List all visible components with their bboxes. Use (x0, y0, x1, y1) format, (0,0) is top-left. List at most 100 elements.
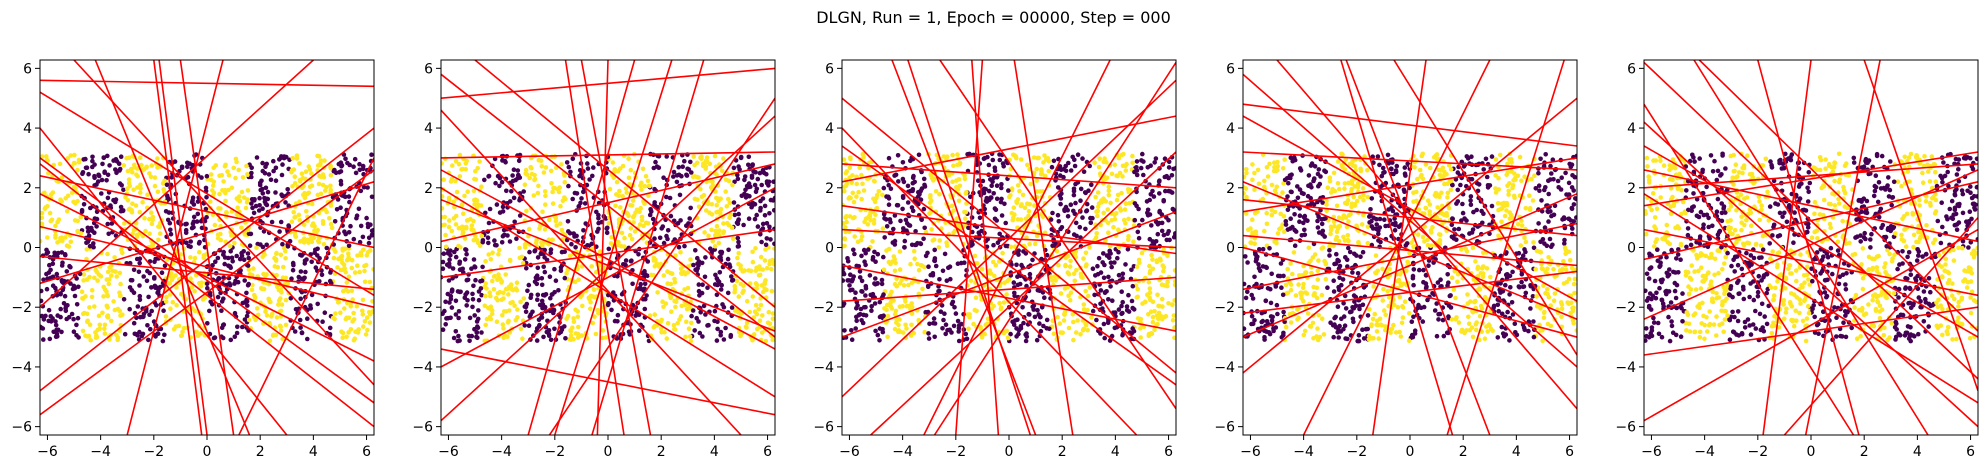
scatter-point (1068, 202, 1074, 207)
scatter-point (548, 168, 554, 174)
scatter-point (517, 213, 523, 218)
scatter-point (155, 331, 161, 337)
scatter-point (241, 257, 247, 263)
scatter-point (714, 276, 720, 281)
scatter-point (484, 286, 489, 291)
scatter-point (54, 271, 60, 277)
scatter-point (1123, 262, 1128, 267)
scatter-point (105, 305, 110, 310)
scatter-point (1065, 284, 1070, 290)
scatter-point (962, 260, 967, 266)
scatter-point (441, 177, 447, 182)
scatter-point (226, 263, 231, 269)
scatter-point (895, 153, 901, 158)
scatter-point (453, 298, 459, 304)
scatter-point (619, 230, 625, 236)
scatter-point (446, 278, 452, 283)
scatter-point (1073, 330, 1079, 335)
scatter-point (631, 220, 636, 225)
scatter-point (40, 326, 46, 331)
scatter-point (947, 327, 952, 333)
y-tick-label: −6 (412, 420, 433, 436)
scatter-point (763, 247, 768, 252)
scatter-point (64, 316, 69, 322)
scatter-point (1173, 165, 1176, 171)
scatter-point (626, 156, 631, 161)
scatter-point (44, 286, 50, 292)
scatter-point (926, 264, 931, 270)
figure-title: DLGN, Run = 1, Epoch = 00000, Step = 000 (816, 8, 1171, 27)
scatter-point (964, 336, 970, 342)
scatter-point (266, 172, 272, 177)
scatter-point (277, 323, 283, 329)
scatter-point (952, 305, 957, 310)
scatter-point (999, 185, 1004, 191)
y-tick-label: 0 (424, 241, 433, 257)
scatter-point (956, 177, 962, 182)
scatter-point (42, 190, 47, 196)
scatter-point (224, 210, 229, 215)
scatter-point (102, 331, 108, 336)
scatter-point (694, 315, 699, 321)
scatter-point (1024, 331, 1029, 336)
scatter-point (664, 154, 669, 159)
scatter-point (131, 187, 136, 192)
scatter-point (668, 213, 674, 219)
scatter-point (578, 200, 583, 206)
scatter-point (904, 303, 910, 309)
scatter-point (453, 254, 459, 260)
scatter-point (847, 283, 852, 288)
scatter-point (859, 172, 864, 178)
scatter-point (652, 200, 657, 205)
scatter-point (673, 304, 678, 310)
scatter-point (471, 283, 476, 289)
y-tick-label: −2 (412, 300, 433, 316)
scatter-point (301, 192, 306, 198)
scatter-point (1148, 163, 1153, 168)
scatter-point (1423, 162, 1429, 167)
scatter-point (237, 194, 242, 199)
scatter-point (898, 218, 903, 224)
scatter-point (471, 257, 477, 262)
scatter-point (239, 225, 244, 231)
scatter-point (347, 162, 353, 168)
scatter-point (518, 326, 524, 332)
scatter-point (1101, 210, 1106, 216)
scatter-point (146, 337, 151, 343)
scatter-point (994, 175, 1000, 180)
scatter-point (105, 195, 111, 201)
scatter-point (1116, 307, 1122, 312)
scatter-point (741, 283, 746, 289)
scatter-point (1102, 290, 1108, 296)
scatter-point (453, 312, 459, 317)
scatter-point (1279, 225, 1284, 230)
scatter-point (102, 326, 107, 332)
scatter-point (589, 264, 594, 269)
scatter-point (744, 325, 749, 330)
scatter-point (350, 319, 355, 324)
scatter-point (85, 318, 90, 324)
scatter-point (558, 203, 563, 209)
scatter-point (298, 239, 303, 244)
scatter-point (66, 244, 72, 249)
scatter-point (446, 195, 452, 201)
scatter-point (842, 157, 847, 162)
scatter-point (1536, 221, 1541, 226)
scatter-point (487, 206, 493, 212)
scatter-point (675, 320, 680, 326)
scatter-point (912, 179, 917, 185)
scatter-point (184, 221, 189, 227)
scatter-point (1057, 193, 1063, 198)
scatter-point (94, 334, 100, 340)
scatter-point (532, 172, 537, 178)
scatter-point (360, 234, 366, 240)
scatter-point (872, 301, 878, 306)
scatter-point (207, 308, 212, 314)
scatter-point (86, 171, 91, 177)
scatter-point (247, 243, 253, 248)
scatter-point (477, 159, 482, 164)
scatter-point (346, 330, 351, 335)
scatter-point (235, 205, 240, 210)
scatter-point (689, 313, 694, 319)
scatter-point (1027, 271, 1033, 277)
